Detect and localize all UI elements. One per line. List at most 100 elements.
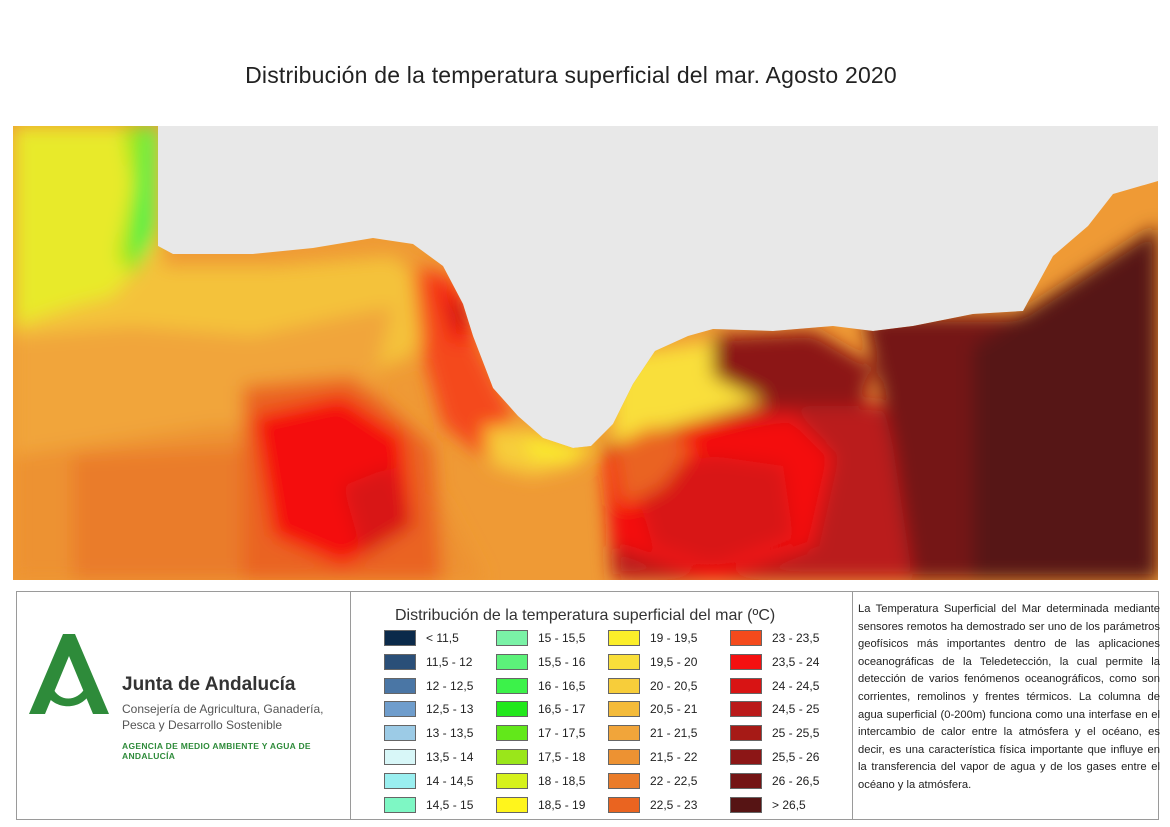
legend-item: 12,5 - 13	[384, 699, 473, 719]
sst-map-graphic	[13, 126, 1158, 580]
legend-swatch	[608, 630, 640, 646]
legend-item: 14,5 - 15	[384, 795, 473, 815]
legend-label: 15,5 - 16	[538, 654, 586, 669]
legend-label: 17 - 17,5	[538, 726, 586, 741]
legend-item: 20 - 20,5	[608, 676, 697, 696]
legend-label: 21 - 21,5	[650, 726, 698, 741]
legend-label: 20 - 20,5	[650, 678, 698, 693]
page-title: Distribución de la temperatura superfici…	[245, 62, 897, 88]
legend-swatch	[496, 630, 528, 646]
org-name: Junta de Andalucía	[122, 674, 296, 695]
description-panel: La Temperatura Superficial del Mar deter…	[853, 592, 1160, 819]
legend-item: 15 - 15,5	[496, 628, 585, 648]
legend-label: 24 - 24,5	[772, 678, 820, 693]
legend-swatch	[496, 725, 528, 742]
legend-swatch	[730, 725, 762, 742]
legend-label: 25,5 - 26	[772, 750, 820, 764]
legend-swatch	[496, 772, 528, 789]
legend-label: > 26,5	[772, 797, 806, 812]
legend-item: 16 - 16,5	[496, 676, 585, 696]
legend-swatch	[496, 796, 528, 813]
legend-swatch	[496, 653, 528, 670]
legend-item: 17,5 - 18	[496, 747, 585, 767]
legend-item: 22,5 - 23	[608, 795, 697, 815]
legend-item: 18,5 - 19	[496, 795, 585, 815]
legend-item: 17 - 17,5	[496, 723, 585, 743]
legend-swatch	[608, 772, 640, 789]
legend-label: < 11,5	[426, 631, 459, 645]
legend-item: 19 - 19,5	[608, 628, 697, 648]
legend-item: 13 - 13,5	[384, 723, 473, 743]
legend-label: 13,5 - 14	[426, 750, 474, 764]
sst-map	[13, 126, 1158, 580]
legend-swatch	[384, 701, 416, 718]
legend-item: 23,5 - 24	[730, 652, 819, 672]
legend-item: 26 - 26,5	[730, 771, 819, 791]
legend-item: 21,5 - 22	[608, 747, 697, 767]
legend-swatch	[608, 749, 640, 765]
legend-panel: Distribución de la temperatura superfici…	[351, 592, 853, 819]
legend-item: 24,5 - 25	[730, 699, 819, 719]
legend-swatch	[496, 677, 528, 694]
legend-swatch	[730, 677, 762, 694]
legend-label: 12,5 - 13	[426, 702, 474, 717]
description-text: La Temperatura Superficial del Mar deter…	[858, 603, 1160, 791]
legend-swatch	[608, 677, 640, 694]
org-subtitle: Consejería de Agricultura, Ganadería, Pe…	[122, 702, 324, 732]
footer-panel: Junta de Andalucía Consejería de Agricul…	[16, 591, 1160, 820]
legend-label: 14 - 14,5	[426, 773, 474, 788]
legend-label: 23 - 23,5	[772, 631, 820, 645]
junta-logo-icon	[29, 634, 109, 714]
legend-label: 13 - 13,5	[426, 726, 474, 741]
legend-label: 24,5 - 25	[772, 702, 820, 717]
legend-item: 12 - 12,5	[384, 676, 473, 696]
legend-item: 16,5 - 17	[496, 699, 585, 719]
legend-item: 13,5 - 14	[384, 747, 473, 767]
legend-swatch	[384, 796, 416, 813]
legend-swatch	[384, 630, 416, 646]
legend-swatch	[730, 653, 762, 670]
legend-item: 18 - 18,5	[496, 771, 585, 791]
legend-label: 20,5 - 21	[650, 702, 698, 717]
legend-swatch	[608, 725, 640, 742]
legend-item: 19,5 - 20	[608, 652, 697, 672]
legend-swatch	[730, 630, 762, 646]
legend-item: 14 - 14,5	[384, 771, 473, 791]
legend-swatch	[730, 772, 762, 789]
legend-label: 17,5 - 18	[538, 750, 586, 764]
legend-swatch	[496, 749, 528, 765]
legend-swatch	[730, 701, 762, 718]
legend-item: 15,5 - 16	[496, 652, 585, 672]
legend-label: 19,5 - 20	[650, 654, 698, 669]
legend-item: < 11,5	[384, 628, 459, 648]
legend-item: 23 - 23,5	[730, 628, 819, 648]
legend-label: 22 - 22,5	[650, 773, 698, 788]
agency-name: AGENCIA DE MEDIO AMBIENTE Y AGUA DE ANDA…	[122, 741, 311, 761]
legend-swatch	[608, 796, 640, 813]
legend-title: Distribución de la temperatura superfici…	[395, 607, 776, 624]
legend-item: > 26,5	[730, 795, 806, 815]
legend-item: 21 - 21,5	[608, 723, 697, 743]
legend-swatch	[384, 653, 416, 670]
legend-label: 18,5 - 19	[538, 797, 586, 812]
logo-panel: Junta de Andalucía Consejería de Agricul…	[17, 592, 351, 819]
legend-label: 22,5 - 23	[650, 797, 698, 812]
legend-label: 15 - 15,5	[538, 631, 586, 645]
legend-label: 25 - 25,5	[772, 726, 820, 741]
legend-swatch	[384, 749, 416, 765]
legend-swatch	[384, 772, 416, 789]
legend-item: 22 - 22,5	[608, 771, 697, 791]
legend-item: 25,5 - 26	[730, 747, 819, 767]
legend-label: 19 - 19,5	[650, 631, 698, 645]
legend-item: 24 - 24,5	[730, 676, 819, 696]
legend-swatch	[608, 701, 640, 718]
legend-item: 25 - 25,5	[730, 723, 819, 743]
legend-swatch	[384, 725, 416, 742]
legend-item: 11,5 - 12	[384, 652, 472, 672]
legend-label: 11,5 - 12	[426, 654, 473, 669]
legend-label: 16,5 - 17	[538, 702, 586, 717]
legend-swatch	[730, 796, 762, 813]
legend-label: 12 - 12,5	[426, 678, 474, 693]
legend-label: 21,5 - 22	[650, 750, 698, 764]
legend-swatch	[608, 653, 640, 670]
